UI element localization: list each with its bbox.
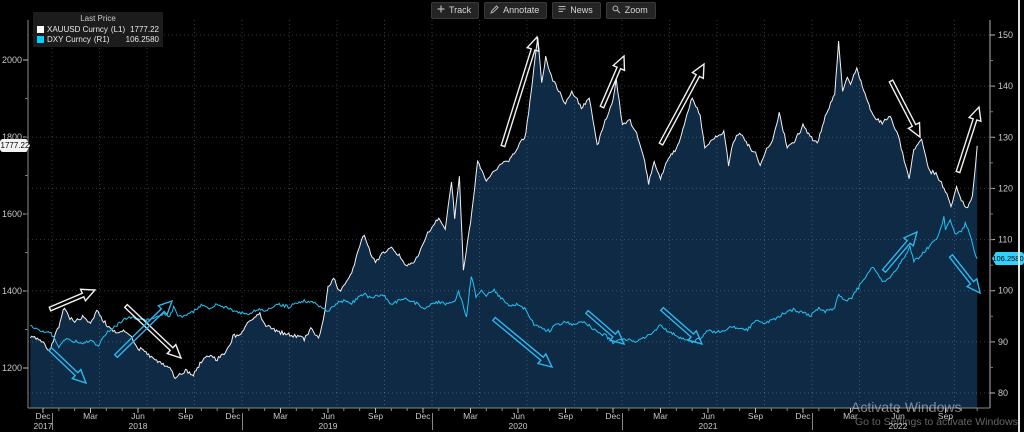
annotate-button-label: Annotate — [503, 5, 540, 15]
news-icon — [558, 5, 566, 16]
svg-text:Dec: Dec — [415, 411, 431, 421]
svg-text:110: 110 — [998, 235, 1012, 245]
svg-text:Jun: Jun — [891, 411, 905, 421]
zoom-button[interactable]: Zoom — [605, 2, 656, 19]
svg-text:2017: 2017 — [34, 421, 53, 431]
xauusd-swatch — [37, 26, 44, 33]
activate-windows-watermark-sub: Go to Settings to activate Windows. — [855, 416, 1021, 428]
news-button-label: News — [570, 5, 593, 15]
news-button[interactable]: News — [552, 2, 601, 19]
svg-text:Mar: Mar — [843, 411, 858, 421]
svg-text:120: 120 — [998, 183, 1013, 193]
xauusd-label: XAUUSD Curncy — [47, 25, 108, 34]
svg-text:Sep: Sep — [938, 411, 953, 421]
svg-text:Dec: Dec — [795, 411, 811, 421]
svg-text:100: 100 — [998, 286, 1013, 296]
svg-text:2000: 2000 — [2, 55, 22, 65]
svg-text:2019: 2019 — [319, 421, 338, 431]
pencil-icon — [490, 4, 499, 17]
svg-text:Mar: Mar — [463, 411, 478, 421]
svg-text:Jun: Jun — [511, 411, 525, 421]
dxy-label: DXY Curncy — [47, 35, 91, 44]
chart-legend[interactable]: Last Price XAUUSD Curncy (L1) 1777.22 DX… — [33, 12, 163, 47]
svg-text:Mar: Mar — [653, 411, 668, 421]
svg-text:90: 90 — [998, 337, 1008, 347]
legend-title: Last Price — [80, 14, 116, 23]
annotate-button[interactable]: Annotate — [484, 2, 548, 19]
svg-text:Mar: Mar — [83, 411, 98, 421]
svg-text:2020: 2020 — [509, 421, 528, 431]
svg-text:150: 150 — [998, 30, 1013, 40]
svg-text:1600: 1600 — [2, 209, 22, 219]
svg-text:Jun: Jun — [131, 411, 145, 421]
dxy-axis-tag: (R1) — [93, 35, 110, 44]
left-axis-last-price-badge: 1777.22 — [0, 139, 30, 152]
svg-text:Jun: Jun — [321, 411, 335, 421]
svg-text:Sep: Sep — [368, 411, 383, 421]
svg-text:2021: 2021 — [699, 421, 718, 431]
svg-text:Sep: Sep — [748, 411, 763, 421]
svg-text:140: 140 — [998, 81, 1013, 91]
svg-text:Dec: Dec — [225, 411, 241, 421]
svg-text:Sep: Sep — [178, 411, 193, 421]
svg-text:2022: 2022 — [889, 421, 908, 431]
svg-text:80: 80 — [998, 388, 1008, 398]
xauusd-axis-tag: (L1) — [110, 25, 126, 34]
svg-text:1200: 1200 — [2, 363, 22, 373]
zoom-button-label: Zoom — [624, 5, 648, 15]
dxy-swatch — [37, 36, 44, 43]
plus-icon — [437, 5, 445, 16]
svg-text:Sep: Sep — [558, 411, 573, 421]
activate-windows-watermark: Activate Windows — [851, 399, 962, 415]
svg-text:Dec: Dec — [35, 411, 51, 421]
track-button-label: Track — [449, 5, 472, 15]
svg-text:130: 130 — [998, 132, 1013, 142]
window-edge-strip — [1018, 0, 1020, 432]
chart-toolbar: Track Annotate News Zoom — [431, 2, 656, 19]
xauusd-last-value: 1777.22 — [130, 25, 159, 34]
legend-row-xauusd: XAUUSD Curncy (L1) 1777.22 — [37, 25, 159, 34]
dxy-last-value: 106.2580 — [125, 35, 159, 44]
right-axis-last-price-badge: 106.2580 — [992, 252, 1024, 265]
legend-row-dxy: DXY Curncy (R1) 106.2580 — [37, 35, 159, 44]
svg-text:1400: 1400 — [2, 286, 22, 296]
svg-text:Mar: Mar — [273, 411, 288, 421]
magnifier-icon — [612, 5, 621, 17]
track-button[interactable]: Track — [431, 2, 480, 19]
svg-text:Dec: Dec — [605, 411, 621, 421]
svg-text:1800: 1800 — [2, 132, 22, 142]
svg-text:Jun: Jun — [701, 411, 715, 421]
svg-text:2018: 2018 — [129, 421, 148, 431]
